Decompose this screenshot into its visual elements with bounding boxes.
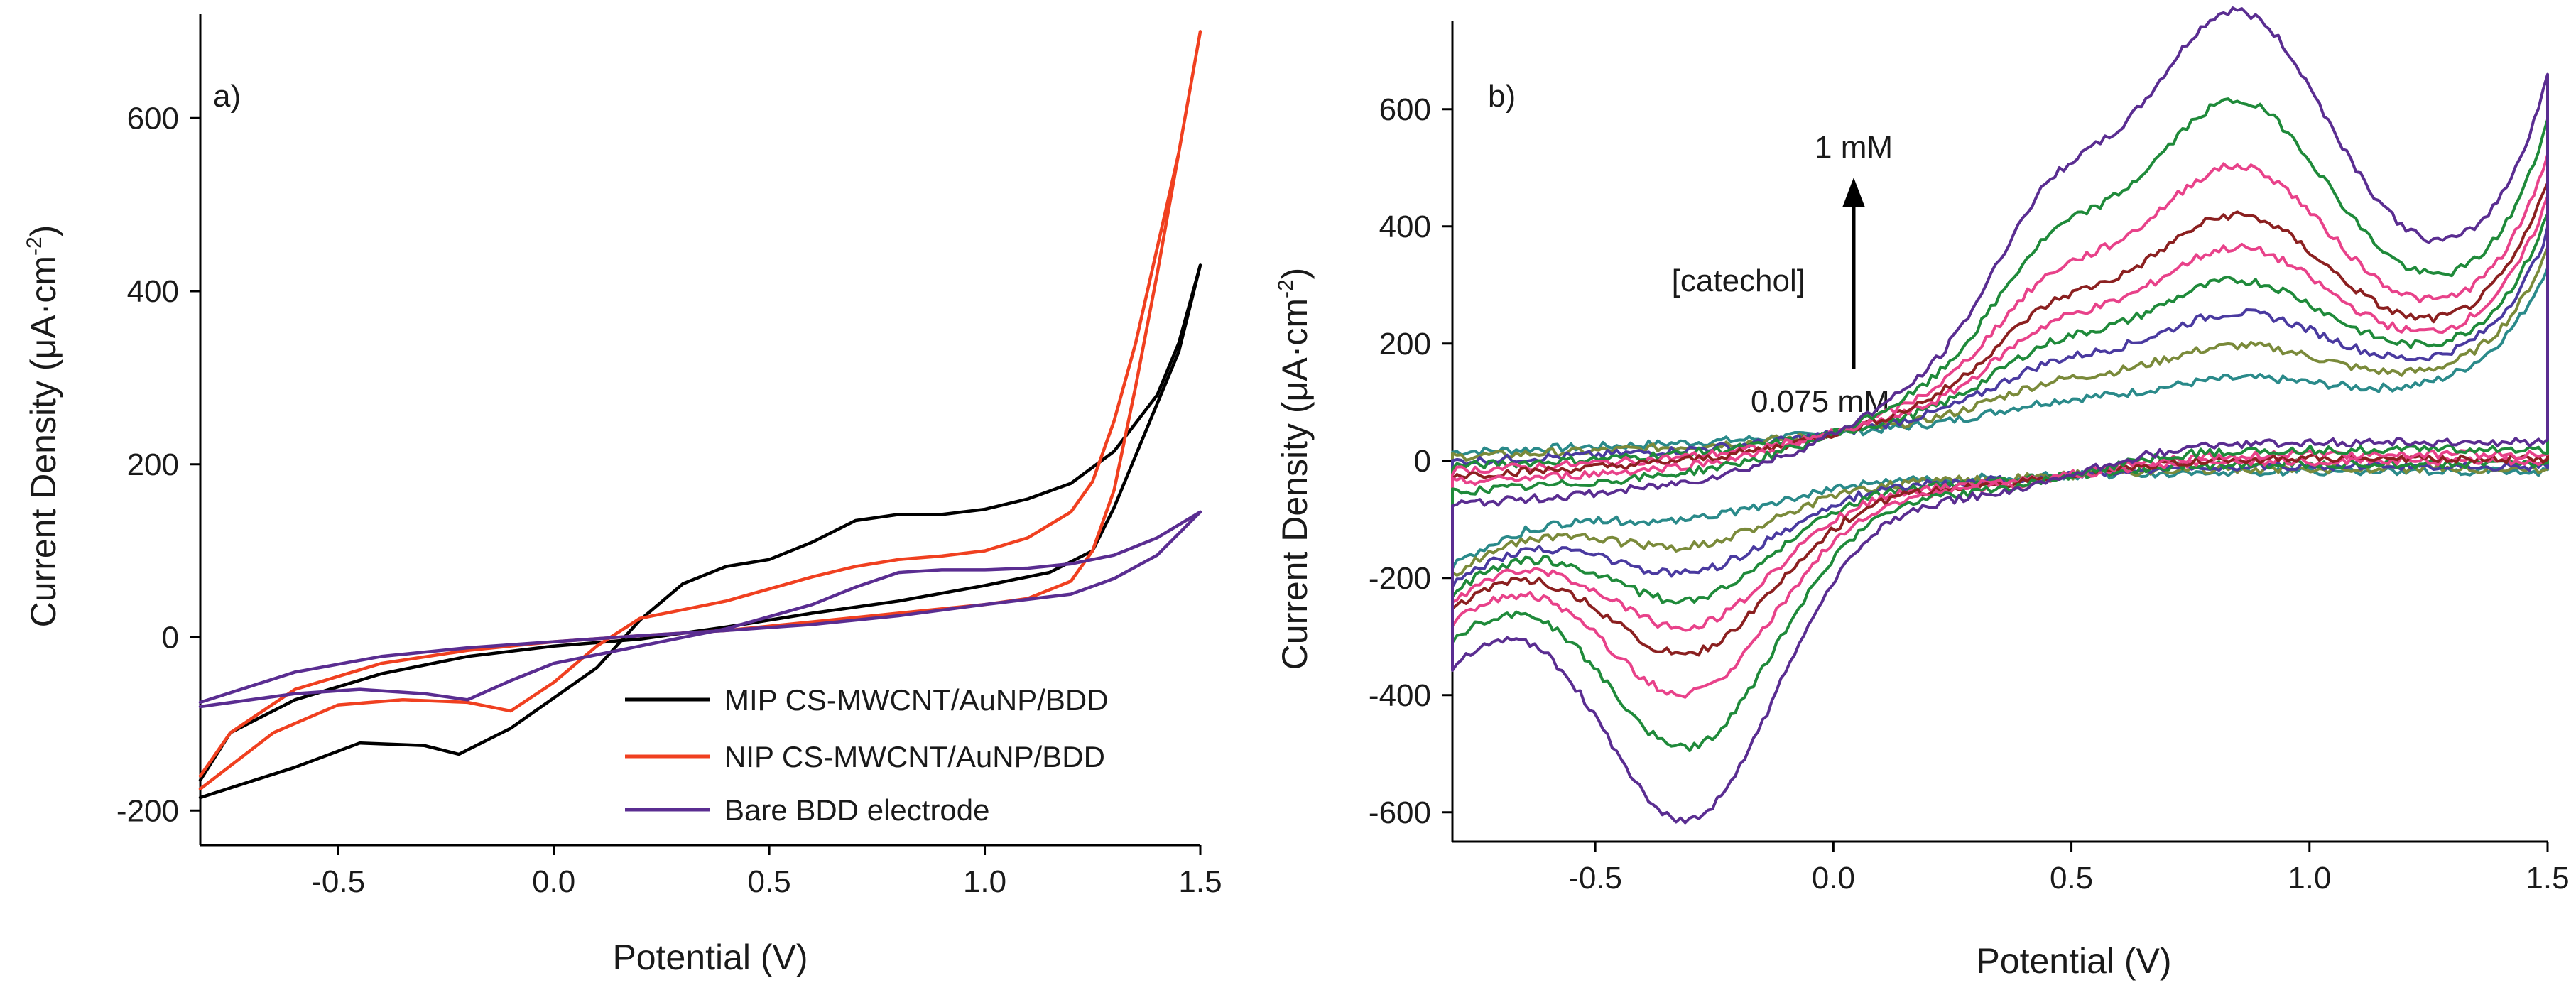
panel-a-x-tick-label: 0.5 (748, 864, 791, 899)
panel-b-ylabel: Current Density (μA·cm-2) (1274, 268, 1315, 670)
panel-b-x-tick-label: -0.5 (1568, 861, 1622, 896)
panel-b-series-6 (1451, 153, 2549, 699)
panel-a-y-tick-label: 400 (127, 274, 179, 309)
legend-label-bare: Bare BDD electrode (724, 793, 990, 827)
panel-b-xlabel: Potential (V) (1976, 941, 2171, 981)
panel-b-x-tick-label: 1.5 (2526, 861, 2569, 896)
panel-b-ylabel-mu: μ (1275, 381, 1315, 402)
annotation-catechol: [catechol] (1672, 263, 1805, 298)
panel-b-y-tick-label: -200 (1369, 561, 1431, 596)
panel-a-y-tick-label: -200 (116, 793, 179, 828)
panel-b-chart: b) Current Density (μA·cm-2) Potential (… (1274, 6, 2570, 981)
panel-a-x-tick-label: 0.0 (532, 864, 575, 899)
legend-label-mip: MIP CS-MWCNT/AuNP/BDD (724, 683, 1109, 717)
panel-a-ylabel-sup: -2 (23, 236, 46, 256)
panel-b-series-0 (1451, 266, 2549, 570)
panel-b-y-tick-label: -400 (1369, 678, 1431, 713)
panel-a-ylabel-mu: μ (23, 339, 63, 359)
svg-text:Current Density (μA·cm-2): Current Density (μA·cm-2) (23, 225, 63, 628)
panel-a-x-tick-label: -0.5 (311, 864, 365, 899)
panel-b-y-tick-label: 0 (1414, 444, 1431, 479)
panel-b-series-5 (1451, 181, 2549, 657)
annotation-concentration-high: 1 mM (1815, 130, 1893, 165)
panel-a-x-tick-label: 1.5 (1178, 864, 1222, 899)
panel-b-x-tick-label: 1.0 (2288, 861, 2331, 896)
panel-b-y-tick-label: 600 (1379, 92, 1431, 127)
panel-b-ylabel-sup: -2 (1274, 279, 1298, 298)
panel-b-series-3 (1451, 212, 2549, 605)
panel-a-ylabel-close: ) (23, 225, 63, 237)
panel-a-series-1 (198, 30, 1202, 791)
svg-text:Current Density (μA·cm-2): Current Density (μA·cm-2) (1274, 268, 1315, 670)
panel-b-series-7 (1451, 97, 2549, 752)
panel-a-chart: a) Current Density (μA·cm-2) Potential (… (23, 14, 1222, 977)
panel-b-ylabel-unit: A·cm (1275, 298, 1315, 381)
legend-label-nip: NIP CS-MWCNT/AuNP/BDD (724, 740, 1105, 773)
panel-b-tag: b) (1488, 79, 1516, 114)
panel-b-series-2 (1451, 225, 2549, 588)
panel-a-y-tick-label: 200 (127, 447, 179, 482)
panel-b-x-tick-label: 0.0 (1812, 861, 1855, 896)
panel-a-series-0 (198, 263, 1202, 800)
panel-a-ylabel-unit: A·cm (23, 256, 63, 339)
up-arrow-icon (1842, 178, 1865, 207)
panel-b-y-tick-label: 200 (1379, 327, 1431, 361)
panel-b-y-tick-label: -600 (1369, 795, 1431, 830)
panel-a-y-tick-label: 600 (127, 101, 179, 136)
panel-a-x-tick-label: 1.0 (963, 864, 1006, 899)
panel-a-legend: MIP CS-MWCNT/AuNP/BDD NIP CS-MWCNT/AuNP/… (625, 683, 1109, 827)
panel-b-y-tick-label: 400 (1379, 210, 1431, 244)
panel-a-ylabel: Current Density (μA·cm-2) (23, 225, 63, 628)
panel-b-ylabel-close: ) (1275, 268, 1315, 280)
panel-a-y-tick-label: 0 (162, 621, 179, 656)
panel-a-series-2 (198, 510, 1202, 709)
panel-b-x-tick-label: 0.5 (2050, 861, 2093, 896)
panel-a-tag: a) (213, 79, 241, 114)
panel-b-annotation: 1 mM [catechol] 0.075 mM (1672, 130, 1893, 419)
panel-b-ylabel-main: Current Density ( (1275, 401, 1315, 670)
panel-a-xlabel: Potential (V) (612, 937, 808, 977)
panel-b-series-8 (1451, 6, 2549, 825)
panel-a-ylabel-main: Current Density ( (23, 359, 63, 627)
